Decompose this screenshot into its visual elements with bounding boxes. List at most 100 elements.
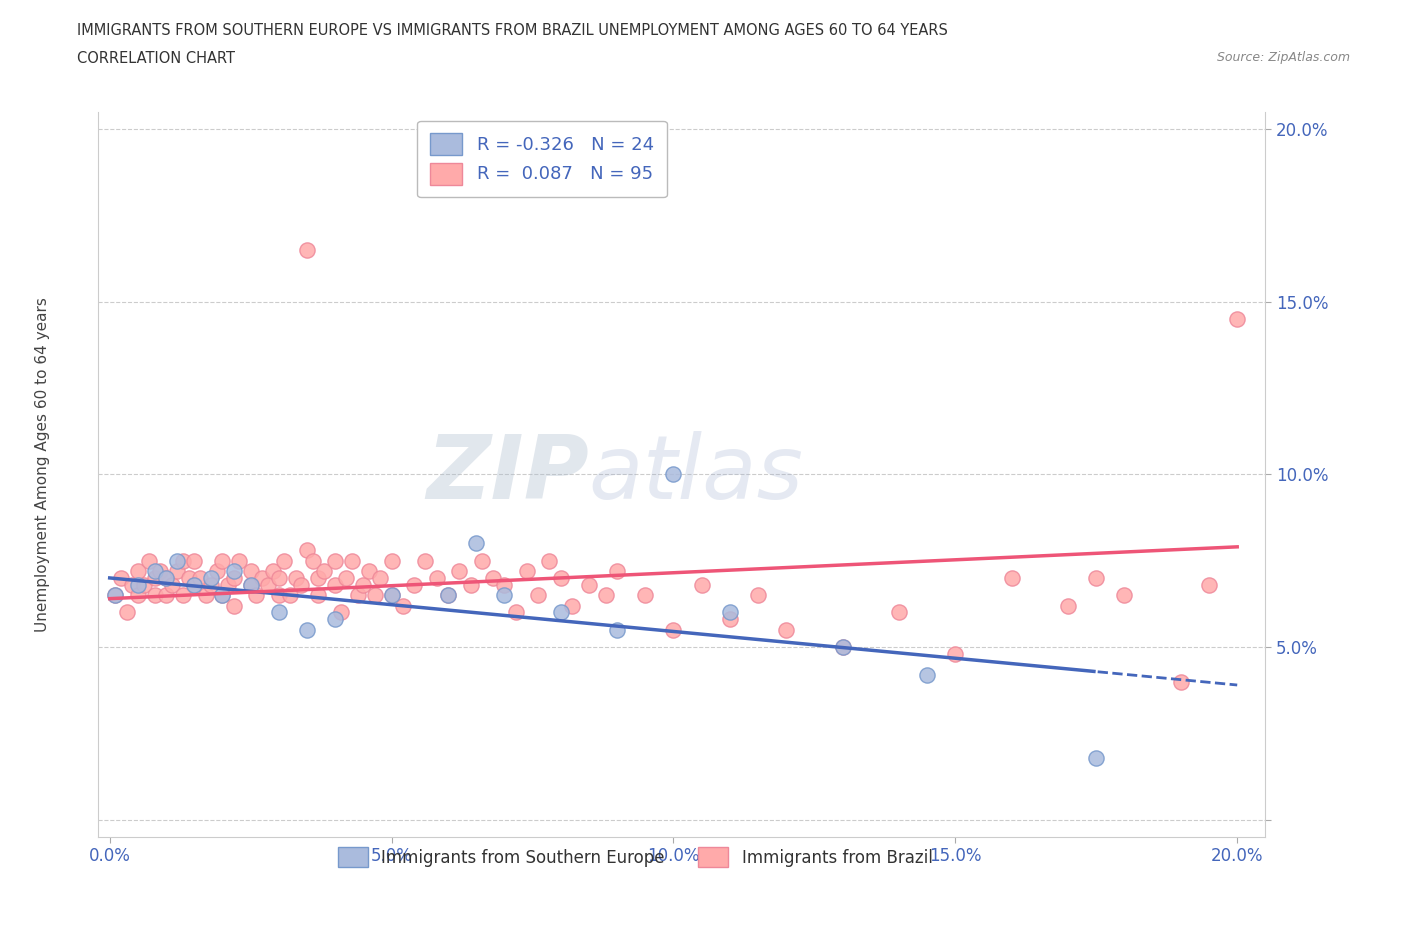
Point — [1170, 674, 1192, 689]
Point — [211, 588, 233, 603]
Point — [381, 588, 404, 603]
Point — [295, 622, 318, 637]
Point — [295, 243, 318, 258]
Point — [516, 564, 538, 578]
Point — [183, 578, 205, 592]
Point — [1198, 578, 1220, 592]
Point — [307, 570, 329, 585]
Point — [1114, 588, 1136, 603]
Point — [301, 553, 323, 568]
Point — [188, 570, 211, 585]
Point — [690, 578, 713, 592]
Point — [415, 553, 437, 568]
Point — [239, 578, 262, 592]
Point — [290, 578, 312, 592]
Point — [335, 570, 357, 585]
Point — [149, 564, 172, 578]
Point — [831, 640, 853, 655]
Text: CORRELATION CHART: CORRELATION CHART — [77, 51, 235, 66]
Point — [404, 578, 426, 592]
Point — [307, 588, 329, 603]
Point — [1226, 312, 1249, 326]
Point — [449, 564, 471, 578]
Point — [595, 588, 617, 603]
Point — [1085, 570, 1108, 585]
Point — [312, 564, 335, 578]
Point — [323, 553, 346, 568]
Point — [217, 578, 239, 592]
Legend: Immigrants from Southern Europe, Immigrants from Brazil: Immigrants from Southern Europe, Immigra… — [330, 839, 941, 876]
Point — [211, 553, 233, 568]
Point — [295, 543, 318, 558]
Point — [943, 646, 966, 661]
Point — [166, 564, 188, 578]
Point — [127, 564, 149, 578]
Point — [346, 588, 368, 603]
Point — [228, 553, 250, 568]
Point — [273, 553, 295, 568]
Point — [329, 605, 352, 620]
Point — [465, 536, 488, 551]
Point — [278, 588, 301, 603]
Point — [1001, 570, 1024, 585]
Point — [662, 467, 685, 482]
Point — [323, 612, 346, 627]
Point — [381, 588, 404, 603]
Point — [718, 605, 741, 620]
Point — [110, 570, 132, 585]
Point — [550, 605, 572, 620]
Point — [831, 640, 853, 655]
Point — [115, 605, 138, 620]
Point — [177, 570, 200, 585]
Point — [915, 667, 938, 682]
Text: ZIP: ZIP — [426, 431, 589, 518]
Point — [357, 564, 380, 578]
Point — [887, 605, 910, 620]
Point — [267, 605, 290, 620]
Point — [527, 588, 550, 603]
Point — [284, 570, 307, 585]
Point — [222, 564, 245, 578]
Point — [368, 570, 391, 585]
Point — [392, 598, 415, 613]
Point — [363, 588, 385, 603]
Point — [172, 588, 194, 603]
Point — [166, 553, 188, 568]
Point — [267, 588, 290, 603]
Point — [239, 564, 262, 578]
Point — [437, 588, 460, 603]
Point — [172, 553, 194, 568]
Point — [155, 570, 177, 585]
Point — [718, 612, 741, 627]
Point — [245, 588, 267, 603]
Point — [211, 588, 233, 603]
Point — [256, 578, 278, 592]
Point — [267, 570, 290, 585]
Point — [471, 553, 494, 568]
Point — [127, 588, 149, 603]
Point — [460, 578, 482, 592]
Point — [183, 553, 205, 568]
Point — [200, 570, 222, 585]
Point — [222, 570, 245, 585]
Point — [138, 553, 160, 568]
Point — [143, 564, 166, 578]
Point — [352, 578, 374, 592]
Point — [482, 570, 505, 585]
Point — [143, 570, 166, 585]
Point — [183, 578, 205, 592]
Point — [437, 588, 460, 603]
Point — [262, 564, 284, 578]
Point — [143, 588, 166, 603]
Point — [426, 570, 449, 585]
Point — [205, 564, 228, 578]
Point — [561, 598, 583, 613]
Point — [323, 578, 346, 592]
Point — [606, 564, 628, 578]
Point — [250, 570, 273, 585]
Point — [1057, 598, 1080, 613]
Point — [662, 622, 685, 637]
Point — [1085, 751, 1108, 765]
Point — [606, 622, 628, 637]
Point — [127, 578, 149, 592]
